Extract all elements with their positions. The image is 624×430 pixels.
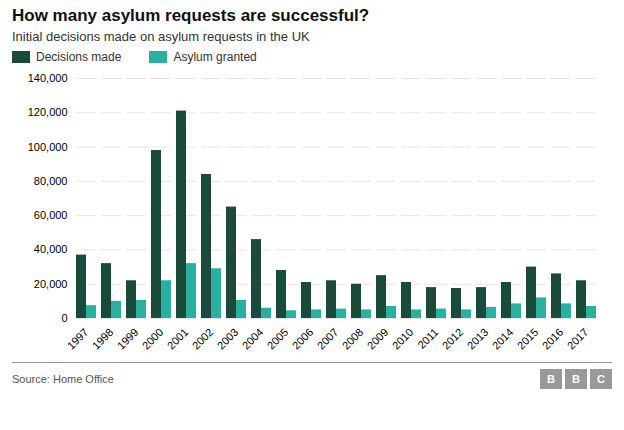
svg-text:2009: 2009 — [365, 326, 391, 352]
svg-text:1997: 1997 — [65, 326, 91, 352]
html-text:Asylum granted: Asylum granted — [173, 50, 257, 64]
svg-text:2006: 2006 — [290, 326, 316, 352]
svg-text:2008: 2008 — [340, 326, 366, 352]
svg-text:60,000: 60,000 — [34, 209, 68, 221]
svg-text:20,000: 20,000 — [34, 278, 68, 290]
svg-text:1998: 1998 — [90, 326, 116, 352]
svg-text:2010: 2010 — [390, 326, 416, 352]
svg-text:2017: 2017 — [565, 326, 591, 352]
svg-text:2002: 2002 — [190, 326, 216, 352]
svg-text:2014: 2014 — [490, 326, 516, 352]
html-text:How many asylum requests are s: How many asylum requests are successful? — [12, 6, 370, 25]
svg-text:80,000: 80,000 — [34, 175, 68, 187]
svg-text:2001: 2001 — [165, 326, 191, 352]
html-text:C: C — [597, 373, 605, 385]
svg-text:100,000: 100,000 — [28, 141, 68, 153]
html-text:Initial decisions made on asyl: Initial decisions made on asylum request… — [12, 29, 310, 44]
svg-text:0: 0 — [61, 312, 67, 324]
svg-text:2004: 2004 — [240, 326, 266, 352]
svg-text:2015: 2015 — [515, 326, 541, 352]
html-text:B: B — [547, 373, 555, 385]
svg-text:140,000: 140,000 — [28, 72, 68, 84]
html-text:B: B — [572, 373, 580, 385]
html-text:Source: Home Office: Source: Home Office — [12, 373, 114, 385]
svg-text:2007: 2007 — [315, 326, 341, 352]
html-text:Decisions made: Decisions made — [36, 50, 122, 64]
svg-text:1999: 1999 — [115, 326, 141, 352]
svg-text:2005: 2005 — [265, 326, 291, 352]
svg-text:2003: 2003 — [215, 326, 241, 352]
svg-text:2012: 2012 — [440, 326, 466, 352]
svg-text:2011: 2011 — [415, 326, 440, 351]
svg-text:120,000: 120,000 — [28, 106, 68, 118]
svg-text:2000: 2000 — [140, 326, 166, 352]
svg-text:2013: 2013 — [465, 326, 491, 352]
svg-text:2016: 2016 — [540, 326, 566, 352]
svg-text:40,000: 40,000 — [34, 243, 68, 255]
